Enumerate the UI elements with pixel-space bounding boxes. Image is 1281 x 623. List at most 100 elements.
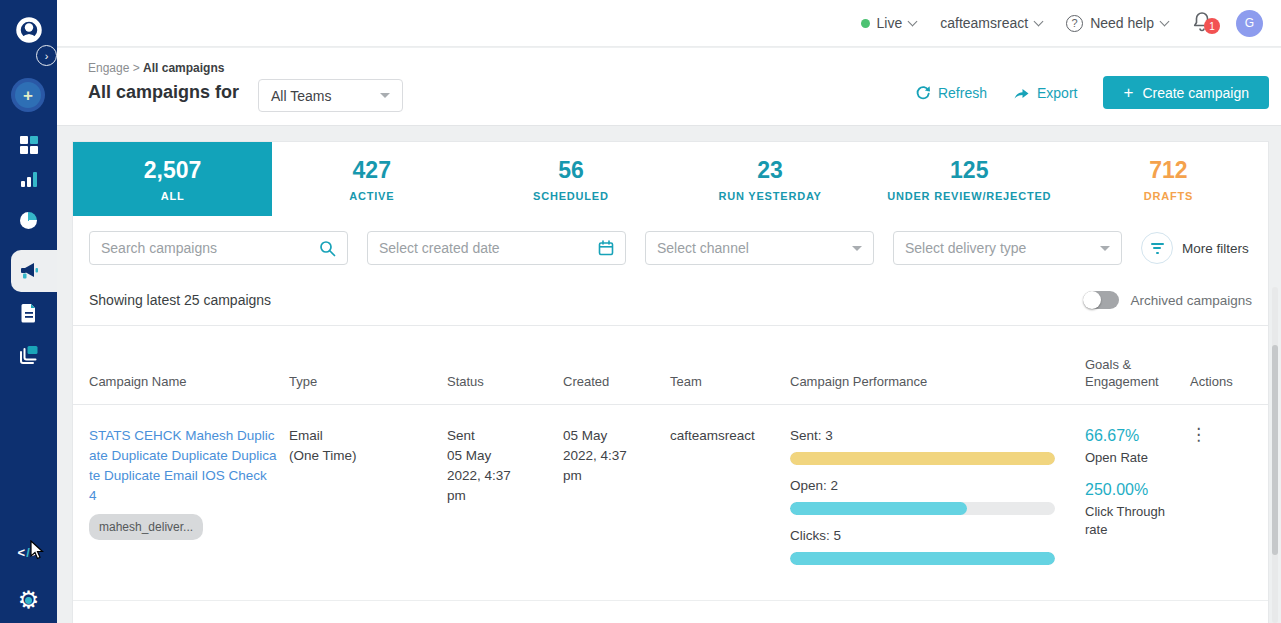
tab-all-count: 2,507: [144, 157, 202, 184]
gear-icon: ⚙: [18, 588, 40, 612]
help-dropdown[interactable]: ? Need help: [1066, 15, 1168, 32]
channel-select[interactable]: Select channel: [645, 231, 874, 265]
toggle-knob: [1083, 291, 1101, 309]
status-line: Sent: [447, 426, 553, 446]
stats-tabs: 2,507 ALL 427 ACTIVE 56 SCHEDULED 23 RUN…: [73, 142, 1268, 216]
sidebar: › +: [0, 0, 57, 623]
tab-scheduled-count: 56: [558, 157, 584, 184]
export-arrow-icon: [1013, 85, 1030, 100]
delivery-type-placeholder: Select delivery type: [905, 240, 1026, 256]
sidebar-item-content[interactable]: [0, 344, 57, 366]
dropdown-arrow-icon: [852, 246, 862, 251]
campaign-performance: Sent: 3 Open: 2 Clicks: 5: [790, 405, 1085, 600]
showing-count-text: Showing latest 25 campaigns: [89, 292, 271, 308]
create-campaign-button[interactable]: + Create campaign: [1103, 76, 1269, 109]
tab-under-review-count: 125: [950, 157, 988, 184]
tab-scheduled[interactable]: 56 SCHEDULED: [471, 142, 670, 216]
chevron-down-icon: [1160, 16, 1170, 26]
campaign-created: 05 May 2022, 4:37 pm: [563, 405, 670, 510]
goal-label: Open Rate: [1085, 449, 1180, 467]
workspace-dropdown[interactable]: cafteamsreact: [940, 15, 1042, 31]
campaign-tag: mahesh_deliver...: [89, 514, 203, 540]
tab-under-review[interactable]: 125 UNDER REVIEW/REJECTED: [870, 142, 1069, 216]
sidebar-item-segments[interactable]: [0, 212, 57, 229]
sidebar-item-dashboard[interactable]: [0, 136, 57, 154]
page-header: Engage > All campaigns All campaigns for…: [57, 48, 1281, 126]
calendar-icon: [598, 240, 614, 256]
performance-metric: Sent: 3: [790, 426, 1075, 465]
live-status-dot: [861, 19, 870, 28]
question-mark-icon: ?: [1066, 15, 1083, 32]
tab-run-yesterday[interactable]: 23 RUN YESTERDAY: [671, 142, 870, 216]
breadcrumb: Engage > All campaigns: [88, 61, 224, 75]
archived-campaigns-toggle[interactable]: [1083, 291, 1119, 309]
tab-drafts-label: DRAFTS: [1144, 190, 1193, 202]
breadcrumb-current: All campaigns: [143, 61, 224, 75]
user-avatar[interactable]: G: [1236, 10, 1263, 37]
sidebar-item-templates[interactable]: [0, 303, 57, 323]
metric-bar-track: [790, 452, 1055, 465]
sidebar-create-button[interactable]: +: [11, 78, 45, 112]
col-team: Team: [670, 343, 790, 404]
filters-row: Search campaigns Select created date Sel…: [73, 216, 1268, 277]
moengage-logo-icon: [15, 16, 43, 44]
layers-icon: [18, 344, 40, 366]
notifications-button[interactable]: 1: [1192, 10, 1212, 36]
campaign-team: cafteamsreact: [670, 405, 790, 470]
tab-drafts[interactable]: 712 DRAFTS: [1069, 142, 1268, 216]
delivery-type-select[interactable]: Select delivery type: [893, 231, 1122, 265]
campaign-created: 05 May: [563, 601, 670, 623]
sidebar-item-analytics[interactable]: [0, 172, 57, 187]
sidebar-collapse-button[interactable]: ›: [36, 45, 57, 66]
sidebar-item-settings[interactable]: ⚙: [0, 588, 57, 612]
moengage-logo: [0, 16, 57, 44]
filter-lines-icon: [1141, 232, 1173, 264]
vertical-scrollbar-thumb[interactable]: [1272, 345, 1278, 555]
row-actions-kebab-icon[interactable]: ⋮: [1190, 619, 1207, 623]
type-line: (One Time): [289, 446, 437, 466]
notification-badge: 1: [1204, 18, 1220, 34]
tab-scheduled-label: SCHEDULED: [533, 190, 609, 202]
goal-value: 66.67%: [1085, 426, 1180, 446]
col-created: Created: [563, 343, 670, 404]
plus-icon: +: [15, 82, 41, 108]
breadcrumb-separator: >: [133, 61, 140, 75]
campaign-goals: 0.00%: [1085, 601, 1190, 623]
metric-label: Sent: 3: [790, 426, 1075, 446]
more-filters-button[interactable]: More filters: [1141, 232, 1249, 264]
sidebar-item-campaigns-active[interactable]: [0, 260, 57, 282]
campaign-name-link[interactable]: STATS CEHCK Mahesh Duplicate Duplicate D…: [89, 428, 277, 503]
col-performance: Campaign Performance: [790, 343, 1085, 404]
breadcrumb-parent[interactable]: Engage: [88, 61, 129, 75]
export-button[interactable]: Export: [1013, 85, 1077, 101]
pie-chart-icon: [20, 212, 37, 229]
chevron-down-icon: [908, 16, 918, 26]
team-select[interactable]: All Teams: [258, 79, 403, 112]
list-meta-row: Showing latest 25 campaigns Archived cam…: [73, 277, 1268, 325]
tab-all[interactable]: 2,507 ALL: [73, 142, 272, 216]
team-select-value: All Teams: [271, 88, 331, 104]
document-icon: [20, 303, 38, 323]
mouse-cursor: [30, 540, 44, 560]
tab-drafts-count: 712: [1149, 157, 1187, 184]
performance-metric: Clicks: 5: [790, 526, 1075, 565]
topbar: Live cafteamsreact ? Need help 1 G: [57, 0, 1281, 47]
vertical-scrollbar-track[interactable]: [1272, 287, 1278, 623]
campaign-type: Push: [289, 601, 447, 623]
row-actions-kebab-icon[interactable]: ⋮: [1190, 423, 1207, 444]
refresh-button[interactable]: Refresh: [915, 85, 987, 101]
header-actions: Refresh Export + Create campaign: [915, 76, 1269, 109]
environment-dropdown[interactable]: Live: [861, 15, 917, 31]
megaphone-icon: [18, 260, 40, 282]
search-input[interactable]: Search campaigns: [89, 231, 348, 265]
created-date-select[interactable]: Select created date: [367, 231, 626, 265]
chevron-down-icon: [1034, 16, 1044, 26]
sidebar-item-developer[interactable]: </>: [0, 545, 57, 560]
table-row: New-St-Campafor Testing Push Active 05 M…: [73, 601, 1268, 623]
channel-placeholder: Select channel: [657, 240, 749, 256]
col-status: Status: [447, 343, 563, 404]
campaign-status: Sent 05 May 2022, 4:37 pm: [447, 405, 563, 530]
tab-active-count: 427: [353, 157, 391, 184]
dropdown-arrow-icon: [380, 93, 390, 98]
tab-active[interactable]: 427 ACTIVE: [272, 142, 471, 216]
